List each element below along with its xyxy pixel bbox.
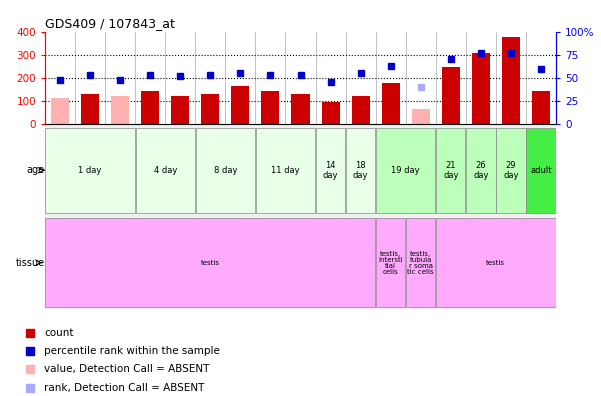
FancyBboxPatch shape [45,128,135,213]
Bar [412,109,430,124]
Bar [111,96,129,124]
Text: value, Detection Call = ABSENT: value, Detection Call = ABSENT [44,364,210,375]
Bar [51,97,69,124]
Text: age: age [26,165,44,175]
Text: testis: testis [486,260,505,266]
Bar [382,83,400,124]
Bar [442,67,460,124]
Bar [81,94,99,124]
Text: 8 day: 8 day [213,166,237,175]
FancyBboxPatch shape [196,128,255,213]
FancyBboxPatch shape [45,218,375,307]
Bar [502,38,520,124]
FancyBboxPatch shape [136,128,195,213]
FancyBboxPatch shape [436,128,466,213]
Text: percentile rank within the sample: percentile rank within the sample [44,346,220,356]
FancyBboxPatch shape [256,128,316,213]
FancyBboxPatch shape [346,128,375,213]
Bar [141,91,159,124]
FancyBboxPatch shape [466,128,496,213]
Text: count: count [44,328,74,338]
Bar [532,91,550,124]
Text: 21
day: 21 day [443,161,459,180]
FancyBboxPatch shape [316,128,345,213]
Text: tissue: tissue [16,258,44,268]
Bar [261,91,279,124]
Text: rank, Detection Call = ABSENT: rank, Detection Call = ABSENT [44,383,205,392]
Text: 1 day: 1 day [79,166,102,175]
Text: 4 day: 4 day [154,166,177,175]
FancyBboxPatch shape [496,128,526,213]
Text: 29
day: 29 day [503,161,519,180]
Text: 18
day: 18 day [353,161,368,180]
Bar [231,86,249,124]
Text: testis,
tubula
r soma
tic cells: testis, tubula r soma tic cells [407,251,434,275]
Bar [171,96,189,124]
Bar [201,94,219,124]
FancyBboxPatch shape [376,218,405,307]
Text: 26
day: 26 day [473,161,489,180]
FancyBboxPatch shape [376,128,436,213]
Text: 14
day: 14 day [323,161,338,180]
Text: 11 day: 11 day [271,166,300,175]
Text: adult: adult [530,166,552,175]
Bar [322,102,340,124]
Bar [291,94,310,124]
Text: GDS409 / 107843_at: GDS409 / 107843_at [45,17,175,30]
Text: 19 day: 19 day [391,166,420,175]
Text: testis,
intersti
tial
cells: testis, intersti tial cells [378,251,403,275]
FancyBboxPatch shape [436,218,555,307]
Text: testis: testis [201,260,220,266]
FancyBboxPatch shape [526,128,555,213]
FancyBboxPatch shape [406,218,436,307]
Bar [472,53,490,124]
Bar [352,96,370,124]
